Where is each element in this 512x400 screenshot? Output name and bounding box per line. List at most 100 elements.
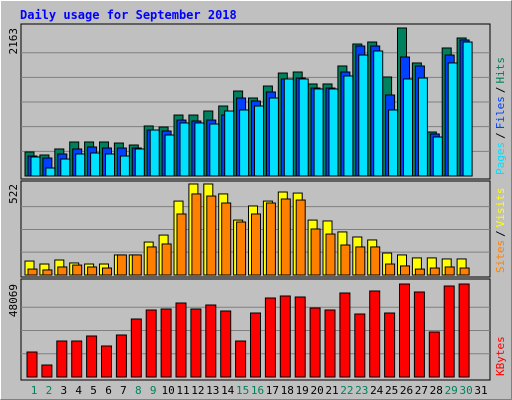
bar — [115, 334, 127, 378]
bar — [149, 129, 160, 177]
bar — [280, 198, 291, 276]
legend-separator: / — [494, 132, 507, 139]
legend-entry: Sites — [494, 240, 507, 273]
bar — [294, 296, 306, 378]
x-tick-label: 1 — [31, 384, 38, 397]
x-tick-label: 9 — [150, 384, 157, 397]
bar — [428, 331, 440, 378]
bar — [56, 340, 68, 378]
bar — [119, 155, 130, 177]
bar — [309, 307, 321, 378]
legend-entry: Files — [494, 96, 507, 129]
bar — [265, 202, 276, 276]
bar — [458, 283, 470, 378]
bar — [385, 263, 396, 276]
x-tick-label: 31 — [474, 384, 487, 397]
bar — [251, 213, 261, 276]
bar — [358, 54, 369, 177]
bar — [313, 88, 324, 177]
bar — [27, 268, 38, 276]
bar — [369, 290, 381, 378]
bar — [384, 312, 396, 378]
bar — [205, 304, 217, 378]
bar — [429, 267, 440, 276]
bar — [146, 246, 157, 276]
bar — [72, 264, 83, 276]
x-tick-label: 27 — [415, 384, 428, 397]
bar — [444, 266, 455, 276]
x-tick-label: 28 — [430, 384, 443, 397]
bar — [164, 134, 175, 177]
bar — [116, 254, 127, 276]
bar — [175, 302, 187, 378]
bar — [370, 246, 381, 276]
bar — [206, 195, 217, 276]
bar — [324, 309, 336, 378]
bar — [42, 269, 53, 276]
x-tick-label: 13 — [206, 384, 219, 397]
x-tick-label: 11 — [176, 384, 189, 397]
bar — [101, 345, 112, 378]
y-tick-label: 2163 — [7, 28, 20, 55]
bar — [325, 233, 336, 276]
bar — [414, 268, 425, 276]
bar — [343, 75, 354, 177]
bar — [220, 310, 232, 378]
bar — [295, 199, 306, 276]
bar — [160, 308, 172, 378]
legend-entry: Pages — [494, 142, 507, 175]
bar — [194, 122, 205, 177]
x-tick-label: 7 — [120, 384, 127, 397]
legend: Sites / Visits — [494, 188, 507, 274]
x-tick-label: 4 — [75, 384, 82, 397]
legend-entry: Visits — [494, 188, 507, 228]
x-tick-label: 18 — [281, 384, 294, 397]
bar — [30, 156, 41, 177]
legend-entry: KBytes — [494, 336, 507, 376]
bar — [283, 78, 294, 177]
bar — [339, 292, 351, 378]
bar — [71, 340, 83, 378]
bar — [235, 340, 247, 378]
bar — [191, 193, 202, 276]
bar — [87, 266, 98, 276]
bar — [75, 153, 86, 177]
bar — [57, 266, 68, 276]
x-tick-label: 8 — [135, 384, 142, 397]
bar — [130, 318, 142, 378]
bar — [459, 267, 470, 276]
bar — [102, 267, 112, 276]
bar — [105, 153, 115, 177]
bar — [176, 213, 187, 276]
x-tick-label: 20 — [310, 384, 323, 397]
bar — [250, 312, 261, 378]
bar — [179, 122, 190, 177]
x-tick-label: 2 — [46, 384, 53, 397]
bar — [462, 41, 473, 177]
x-tick-label: 5 — [90, 384, 97, 397]
bar — [264, 297, 276, 378]
legend: KBytes — [494, 336, 507, 376]
bar — [413, 291, 425, 378]
y-tick-label: 48069 — [7, 284, 20, 317]
x-tick-label: 12 — [191, 384, 204, 397]
x-tick-label: 19 — [296, 384, 309, 397]
bar — [41, 364, 53, 378]
legend-separator: / — [494, 230, 507, 237]
legend-entry: Hits — [494, 57, 507, 84]
bar — [403, 78, 413, 177]
bar — [328, 88, 339, 177]
bar — [134, 148, 145, 177]
bar — [45, 167, 56, 177]
x-tick-label: 25 — [385, 384, 398, 397]
bar — [145, 309, 157, 378]
x-tick-label: 22 — [340, 384, 353, 397]
bar — [355, 246, 366, 276]
bar — [417, 77, 428, 177]
chart-title: Daily usage for September 2018 — [20, 8, 237, 22]
bar — [443, 285, 455, 378]
x-tick-label: 14 — [221, 384, 235, 397]
bar — [190, 308, 202, 378]
bar — [268, 97, 279, 177]
